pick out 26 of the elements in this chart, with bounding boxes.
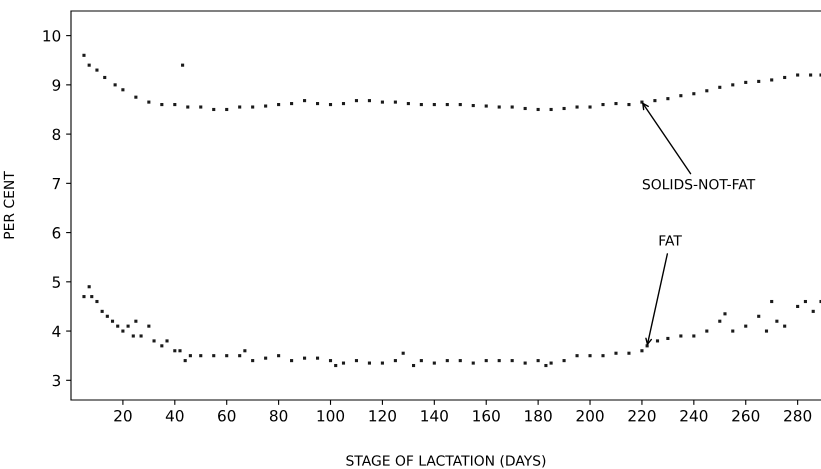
y-axis-title: PER CENT — [4, 171, 14, 238]
x-axis-title: STAGE OF LACTATION (DAYS) — [346, 455, 546, 468]
x-tick-label: 100 — [318, 410, 344, 422]
x-tick-label: 60 — [218, 410, 236, 422]
x-tick-label: 220 — [628, 410, 656, 422]
x-tick-label: 200 — [576, 410, 604, 422]
x-tick-label: 160 — [473, 410, 500, 422]
y-tick-label: 3 — [52, 374, 60, 386]
y-tick-label: 4 — [52, 326, 60, 337]
y-tick-label: 9 — [52, 79, 60, 91]
y-tick-label: 8 — [52, 128, 60, 140]
y-tick-label: 10 — [44, 30, 60, 42]
x-tick-label: 240 — [680, 410, 708, 422]
x-tick-label: 80 — [270, 410, 288, 422]
annotation: SOLIDS-NOT-FAT — [642, 178, 756, 190]
y-tick-label: 7 — [52, 178, 60, 190]
x-tick-label: 20 — [114, 410, 132, 422]
x-tick-label: 280 — [784, 410, 812, 422]
x-tick-label: 260 — [732, 410, 760, 422]
y-tick-label: 5 — [52, 276, 60, 288]
x-tick-label: 180 — [525, 410, 552, 422]
x-tick-label: 140 — [421, 410, 448, 422]
x-tick-label: 120 — [370, 410, 396, 422]
annotation: FAT — [660, 235, 682, 246]
x-tick-label: 40 — [166, 410, 184, 422]
y-tick-label: 6 — [52, 227, 60, 239]
